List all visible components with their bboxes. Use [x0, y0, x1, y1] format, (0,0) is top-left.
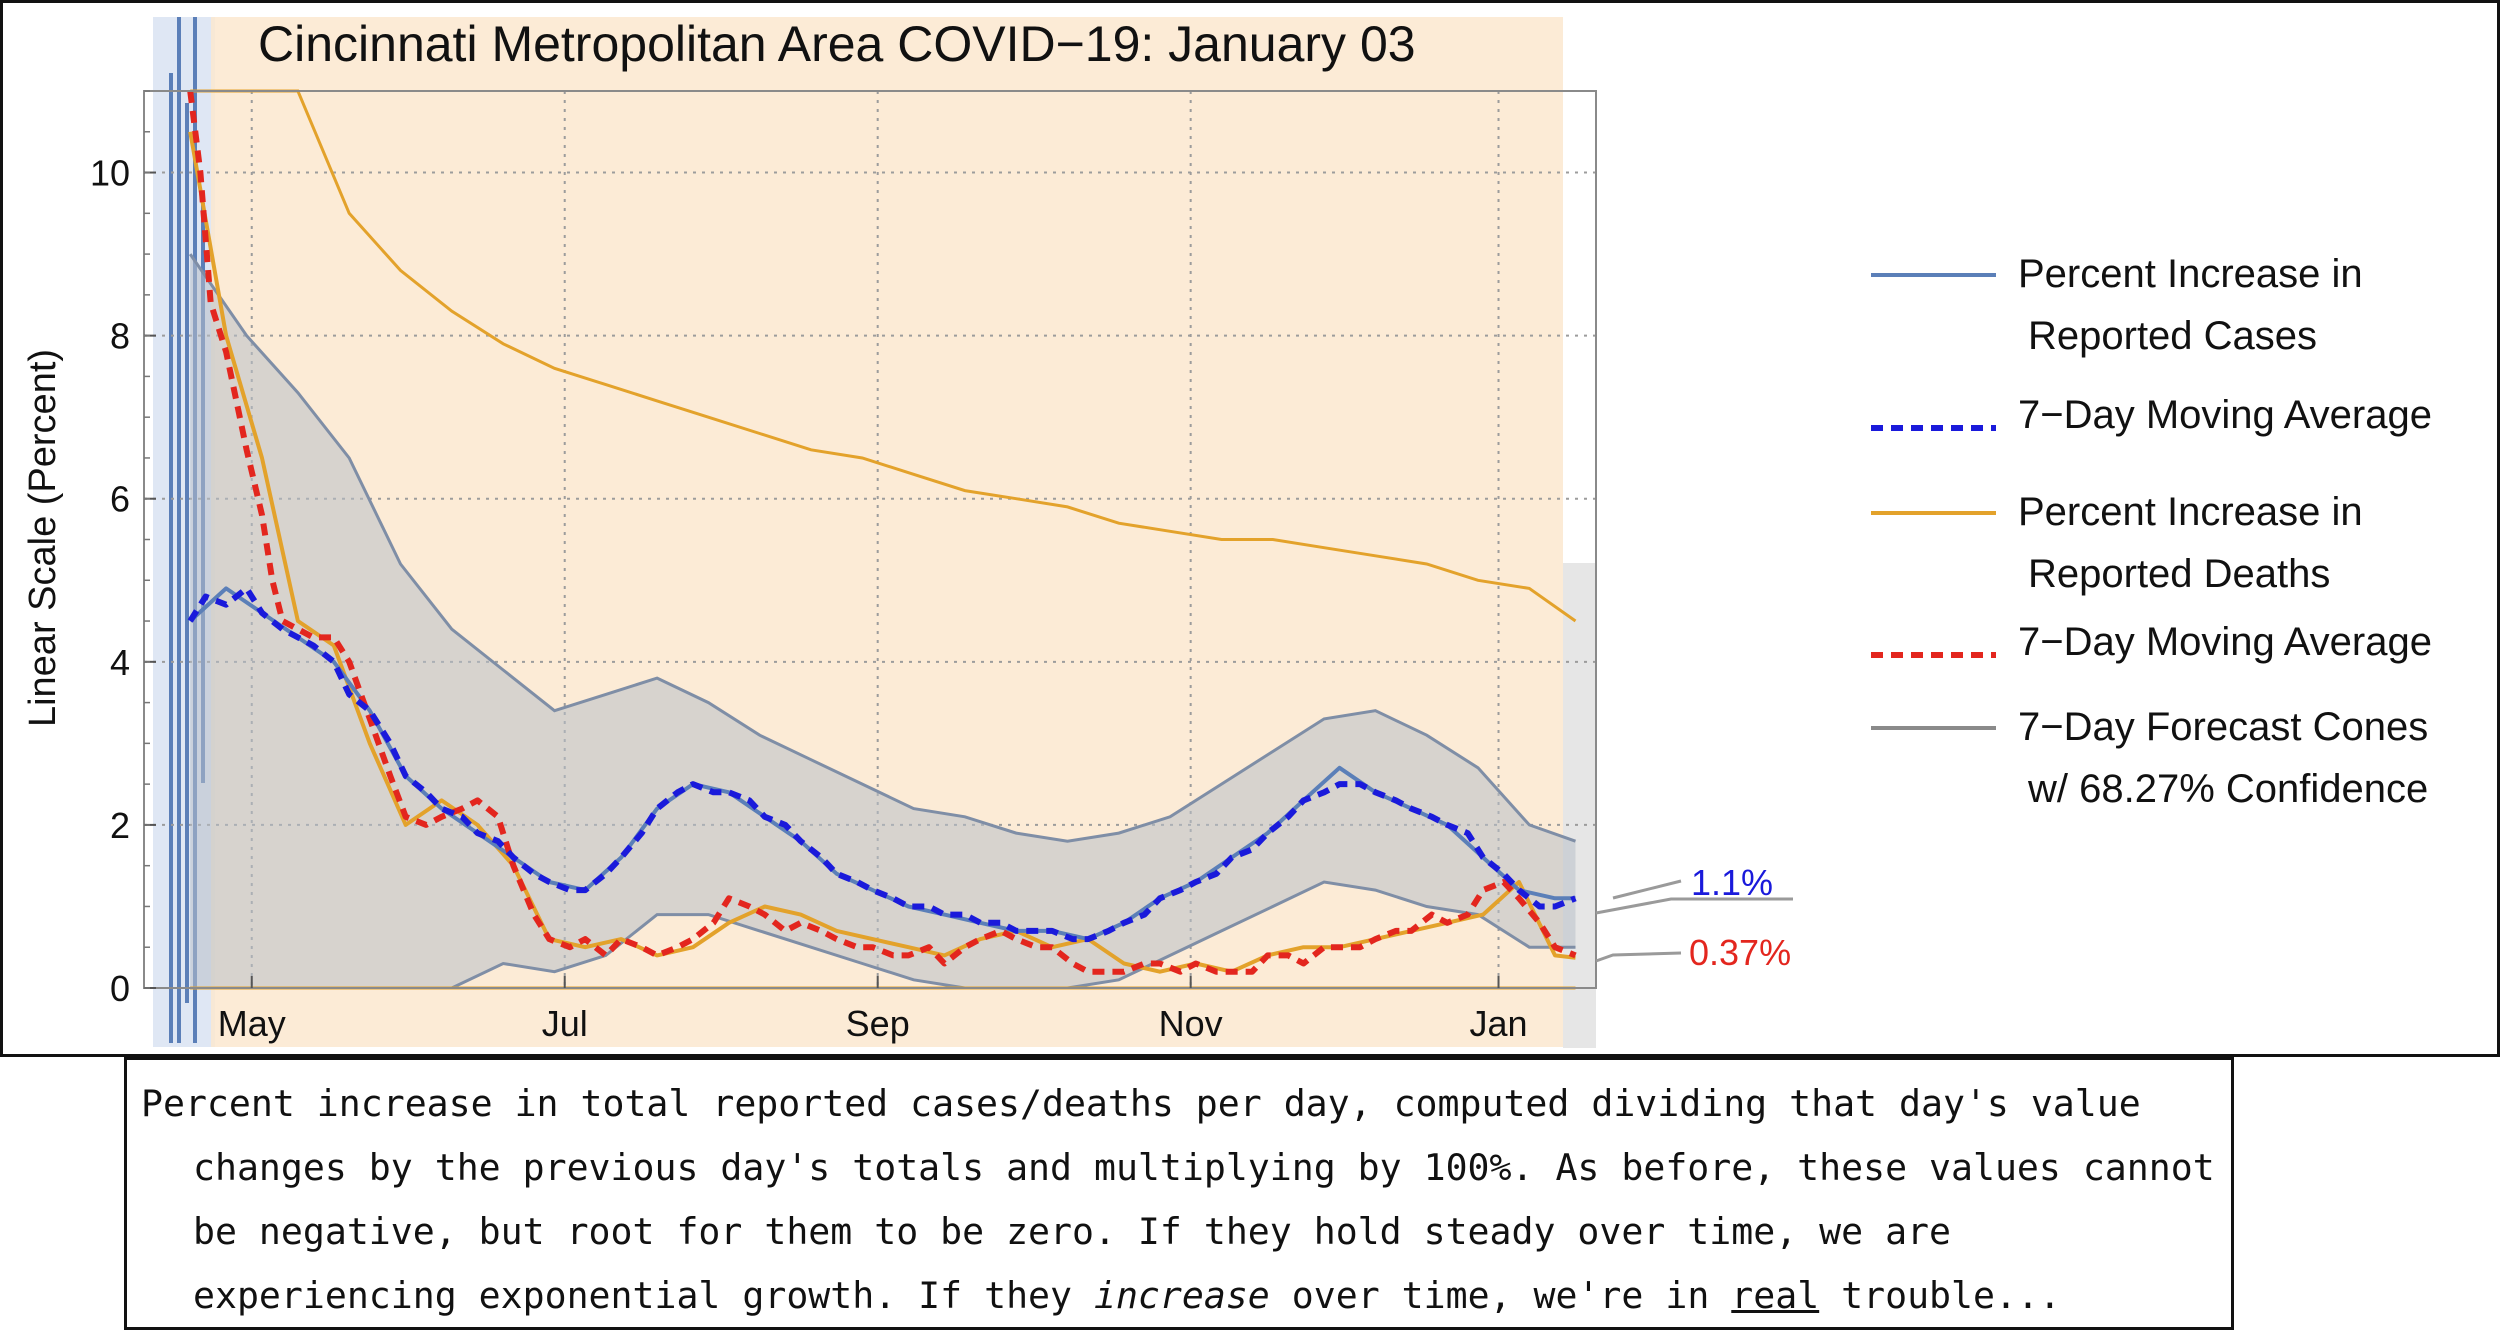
- caption-part-3: trouble...: [1819, 1274, 2061, 1317]
- y-tick-label: 4: [110, 642, 130, 683]
- chart-title: Cincinnati Metropolitan Area COVID−19: J…: [258, 16, 1416, 72]
- caption-box: Percent increase in total reported cases…: [124, 1057, 2234, 1330]
- end-label-cases: 1.1%: [1691, 862, 1773, 903]
- x-tick-label: Nov: [1159, 1003, 1223, 1044]
- legend-label-line2: w/ 68.27% Confidence: [2027, 767, 2428, 811]
- series-lines: [187, 90, 1577, 975]
- y-tick-label: 6: [110, 479, 130, 520]
- y-tick-label: 0: [110, 968, 130, 1009]
- series-deaths-average-line: [187, 90, 1577, 975]
- x-tick-label: Sep: [846, 1003, 910, 1044]
- axes: 0 2 4 6 8 10 May Jul Sep Nov Jan: [90, 90, 1597, 1044]
- end-label-leader: [1612, 879, 1682, 900]
- legend-label: Percent Increase in: [2018, 252, 2363, 296]
- caption-part-1: Percent increase in total reported cases…: [141, 1082, 2215, 1317]
- series-deaths-line: [188, 131, 1576, 974]
- end-labels: 1.1% 0.37%: [1595, 862, 1793, 973]
- caption-underline: real: [1731, 1274, 1820, 1317]
- y-axis-label: Linear Scale (Percent): [22, 349, 64, 727]
- y-tick-label: 8: [110, 316, 130, 357]
- cone-upper-cases: [188, 253, 1576, 843]
- y-tick-label: 2: [110, 805, 130, 846]
- x-tick-label: Jan: [1469, 1003, 1527, 1044]
- x-tick-label: Jul: [542, 1003, 588, 1044]
- x-tick-label: May: [218, 1003, 286, 1044]
- chart-svg: 0 2 4 6 8 10 May Jul Sep Nov Jan Cincinnati Metrop…: [22, 16, 2432, 1048]
- cone-upper-deaths: [190, 89, 1577, 623]
- cone-band-cases: [190, 254, 1576, 989]
- legend-label: 7−Day Forecast Cones: [2018, 705, 2428, 749]
- legend-label-line2: Reported Cases: [2028, 314, 2317, 358]
- chart-frame: 0 2 4 6 8 10 May Jul Sep Nov Jan Cincinnati Metrop…: [0, 0, 2500, 1057]
- y-tick-label: 10: [90, 153, 130, 194]
- series-cases-average-line: [187, 585, 1577, 943]
- end-label-leader: [1595, 951, 1682, 963]
- legend-label: 7−Day Moving Average: [2018, 620, 2432, 664]
- caption-text: Percent increase in total reported cases…: [141, 1072, 2217, 1328]
- forecast-region: [1563, 563, 1596, 1048]
- caption-emphasis: increase: [1093, 1274, 1270, 1317]
- caption-part-2: over time, we're in: [1269, 1274, 1732, 1317]
- legend-label: Percent Increase in: [2018, 490, 2363, 534]
- end-label-leader: [1595, 897, 1793, 915]
- legend: Percent Increase in Reported Cases 7−Day M…: [1871, 252, 2432, 811]
- legend-label: 7−Day Moving Average: [2018, 393, 2432, 437]
- legend-label-line2: Reported Deaths: [2028, 552, 2330, 596]
- end-label-deaths: 0.37%: [1689, 932, 1791, 973]
- series-cases-line: [188, 586, 1576, 942]
